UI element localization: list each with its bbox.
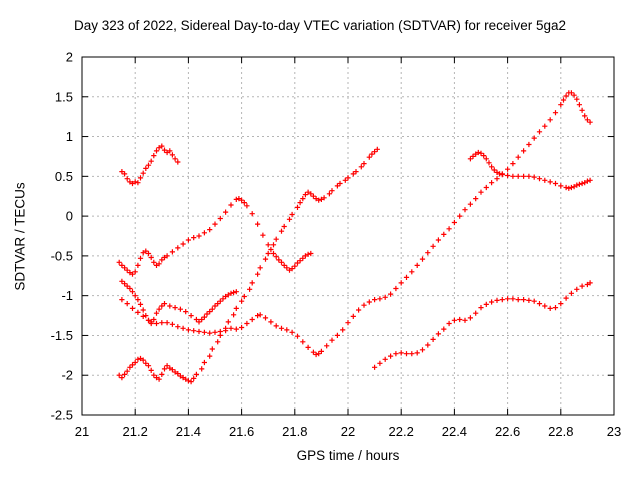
x-axis-label: GPS time / hours (296, 448, 400, 463)
x-tick-label: 21.2 (123, 424, 148, 439)
chart-title: Day 323 of 2022, Sidereal Day-to-day VTE… (74, 18, 566, 33)
y-tick-label: 1 (66, 129, 73, 144)
y-tick-label: 0 (66, 209, 73, 224)
data-points-arc6 (467, 149, 593, 191)
x-tick-label: 21.6 (229, 424, 254, 439)
x-tick-label: 22.2 (389, 424, 414, 439)
y-tick-label: -2.5 (51, 408, 73, 423)
x-tick-label: 22.6 (495, 424, 520, 439)
y-tick-label: -1 (61, 288, 73, 303)
x-tick-label: 23 (607, 424, 621, 439)
y-axis-label: SDTVAR / TECUs (12, 182, 28, 291)
x-tick-label: 21.8 (282, 424, 307, 439)
data-points-arc2 (116, 146, 380, 385)
data-points-arc1 (119, 143, 181, 187)
data-points-arc4 (119, 278, 239, 327)
y-tick-label: -2 (61, 368, 73, 383)
x-tick-label: 21 (75, 424, 89, 439)
y-tick-label: 2 (66, 50, 73, 65)
x-tick-label: 22.4 (442, 424, 467, 439)
y-tick-label: 0.5 (55, 169, 73, 184)
x-tick-label: 21.4 (176, 424, 201, 439)
y-tick-label: 1.5 (55, 89, 73, 104)
data-points-arc5 (119, 90, 593, 358)
data-points-arc3 (116, 196, 314, 277)
y-tick-label: -0.5 (51, 248, 73, 263)
y-tick-label: -1.5 (51, 328, 73, 343)
data-points-arc7 (372, 280, 593, 370)
x-tick-label: 22 (341, 424, 355, 439)
plot-frame (81, 56, 615, 416)
x-tick-label: 22.8 (548, 424, 573, 439)
